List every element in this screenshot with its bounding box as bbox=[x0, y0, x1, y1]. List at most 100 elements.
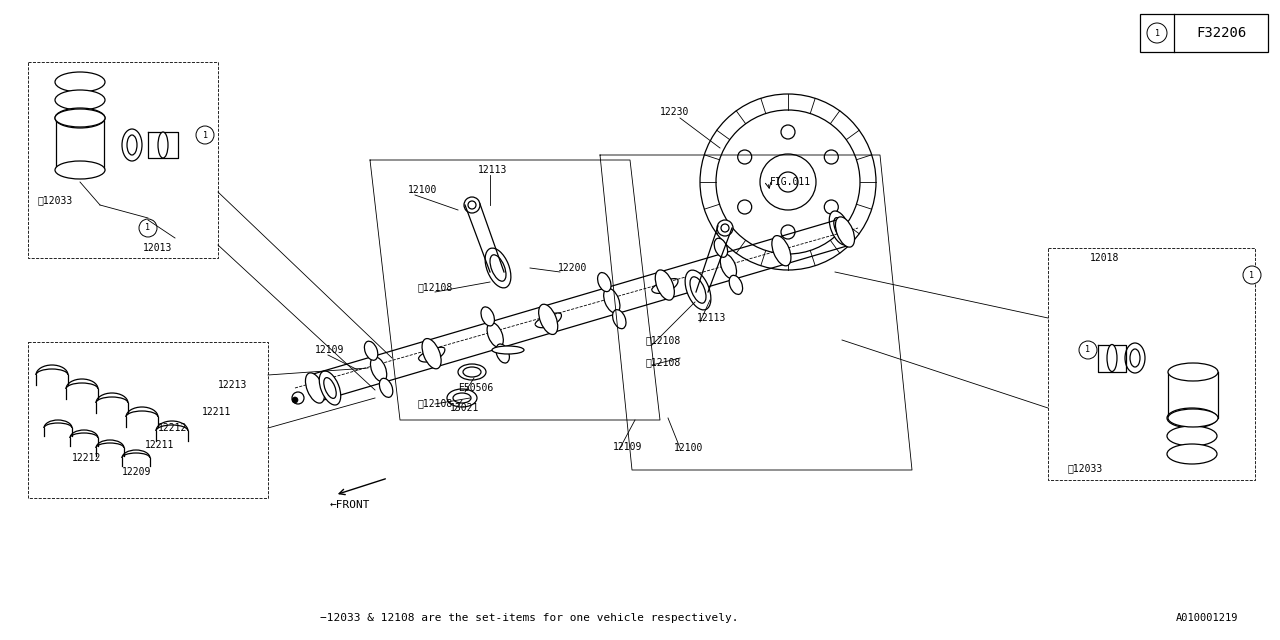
Text: 12109: 12109 bbox=[315, 345, 344, 355]
Ellipse shape bbox=[127, 135, 137, 155]
Text: 1: 1 bbox=[146, 223, 151, 232]
Ellipse shape bbox=[55, 109, 105, 127]
Ellipse shape bbox=[55, 90, 105, 110]
Ellipse shape bbox=[465, 197, 480, 213]
Ellipse shape bbox=[55, 72, 105, 92]
Ellipse shape bbox=[458, 364, 486, 380]
Text: ※12108: ※12108 bbox=[419, 282, 453, 292]
Text: 12212: 12212 bbox=[157, 423, 187, 433]
Ellipse shape bbox=[1167, 408, 1217, 428]
Text: ※12033: ※12033 bbox=[1068, 463, 1103, 473]
Ellipse shape bbox=[539, 304, 558, 335]
Text: 13021: 13021 bbox=[451, 403, 480, 413]
Ellipse shape bbox=[468, 201, 476, 209]
Ellipse shape bbox=[1107, 344, 1117, 371]
Circle shape bbox=[760, 154, 817, 210]
Text: ※12108: ※12108 bbox=[645, 357, 680, 367]
Circle shape bbox=[1243, 266, 1261, 284]
Circle shape bbox=[824, 150, 838, 164]
Ellipse shape bbox=[717, 220, 733, 236]
Ellipse shape bbox=[829, 211, 851, 245]
Ellipse shape bbox=[481, 307, 494, 326]
Circle shape bbox=[716, 110, 860, 254]
Ellipse shape bbox=[1167, 426, 1217, 446]
Text: 12211: 12211 bbox=[145, 440, 174, 450]
Text: ※12108: ※12108 bbox=[419, 398, 453, 408]
Text: 12212: 12212 bbox=[72, 453, 101, 463]
Circle shape bbox=[196, 126, 214, 144]
Text: 12230: 12230 bbox=[660, 107, 690, 117]
Circle shape bbox=[781, 125, 795, 139]
Ellipse shape bbox=[772, 236, 791, 266]
Ellipse shape bbox=[490, 255, 506, 281]
Text: 12113: 12113 bbox=[477, 165, 507, 175]
Text: 1: 1 bbox=[1155, 29, 1160, 38]
Ellipse shape bbox=[833, 218, 846, 238]
Circle shape bbox=[140, 219, 157, 237]
Ellipse shape bbox=[55, 108, 105, 128]
Circle shape bbox=[700, 94, 876, 270]
Ellipse shape bbox=[319, 371, 340, 405]
Text: 12100: 12100 bbox=[675, 443, 704, 453]
Text: 12113: 12113 bbox=[698, 313, 726, 323]
Circle shape bbox=[824, 200, 838, 214]
Ellipse shape bbox=[730, 275, 742, 294]
Text: ※12033: ※12033 bbox=[38, 195, 73, 205]
Ellipse shape bbox=[604, 288, 620, 313]
Circle shape bbox=[292, 392, 305, 404]
Text: ←FRONT: ←FRONT bbox=[330, 500, 370, 510]
Ellipse shape bbox=[598, 273, 611, 292]
Circle shape bbox=[778, 172, 797, 192]
Circle shape bbox=[1079, 341, 1097, 359]
Ellipse shape bbox=[422, 339, 442, 369]
Ellipse shape bbox=[492, 346, 524, 354]
Ellipse shape bbox=[495, 344, 509, 363]
Text: 1: 1 bbox=[1085, 346, 1091, 355]
Ellipse shape bbox=[836, 217, 855, 247]
Ellipse shape bbox=[721, 254, 736, 278]
Ellipse shape bbox=[453, 393, 471, 403]
Text: 12213: 12213 bbox=[218, 380, 247, 390]
Text: 12100: 12100 bbox=[408, 185, 438, 195]
Text: −12033 & 12108 are the set-items for one vehicle respectively.: −12033 & 12108 are the set-items for one… bbox=[320, 613, 739, 623]
Text: 12200: 12200 bbox=[558, 263, 588, 273]
Ellipse shape bbox=[690, 276, 707, 303]
Circle shape bbox=[1147, 23, 1167, 43]
Circle shape bbox=[292, 397, 298, 403]
Text: 12209: 12209 bbox=[122, 467, 151, 477]
Text: FIG.011: FIG.011 bbox=[771, 177, 812, 187]
Circle shape bbox=[737, 200, 751, 214]
Text: 12109: 12109 bbox=[613, 442, 643, 452]
Text: ※12108: ※12108 bbox=[645, 335, 680, 345]
Ellipse shape bbox=[1169, 363, 1219, 381]
Ellipse shape bbox=[721, 224, 730, 232]
Ellipse shape bbox=[655, 270, 675, 300]
Ellipse shape bbox=[324, 378, 337, 398]
Ellipse shape bbox=[306, 373, 325, 403]
Bar bbox=[1140, 14, 1268, 52]
Ellipse shape bbox=[714, 238, 727, 257]
Ellipse shape bbox=[488, 323, 503, 348]
Ellipse shape bbox=[55, 161, 105, 179]
Ellipse shape bbox=[379, 378, 393, 397]
Ellipse shape bbox=[157, 132, 168, 158]
Text: E50506: E50506 bbox=[458, 383, 493, 393]
Ellipse shape bbox=[1130, 349, 1140, 367]
Ellipse shape bbox=[1167, 444, 1217, 464]
Ellipse shape bbox=[122, 129, 142, 161]
Ellipse shape bbox=[485, 248, 511, 288]
Ellipse shape bbox=[447, 389, 477, 407]
Ellipse shape bbox=[1125, 343, 1146, 373]
Circle shape bbox=[781, 225, 795, 239]
Circle shape bbox=[737, 150, 751, 164]
Ellipse shape bbox=[370, 357, 387, 381]
Ellipse shape bbox=[1169, 409, 1219, 427]
Text: A010001219: A010001219 bbox=[1175, 613, 1238, 623]
Ellipse shape bbox=[463, 367, 481, 377]
Text: 1: 1 bbox=[1249, 271, 1254, 280]
Text: F32206: F32206 bbox=[1197, 26, 1247, 40]
Ellipse shape bbox=[365, 341, 378, 360]
Ellipse shape bbox=[685, 270, 710, 310]
Text: 12013: 12013 bbox=[143, 243, 173, 253]
Text: 12211: 12211 bbox=[202, 407, 232, 417]
